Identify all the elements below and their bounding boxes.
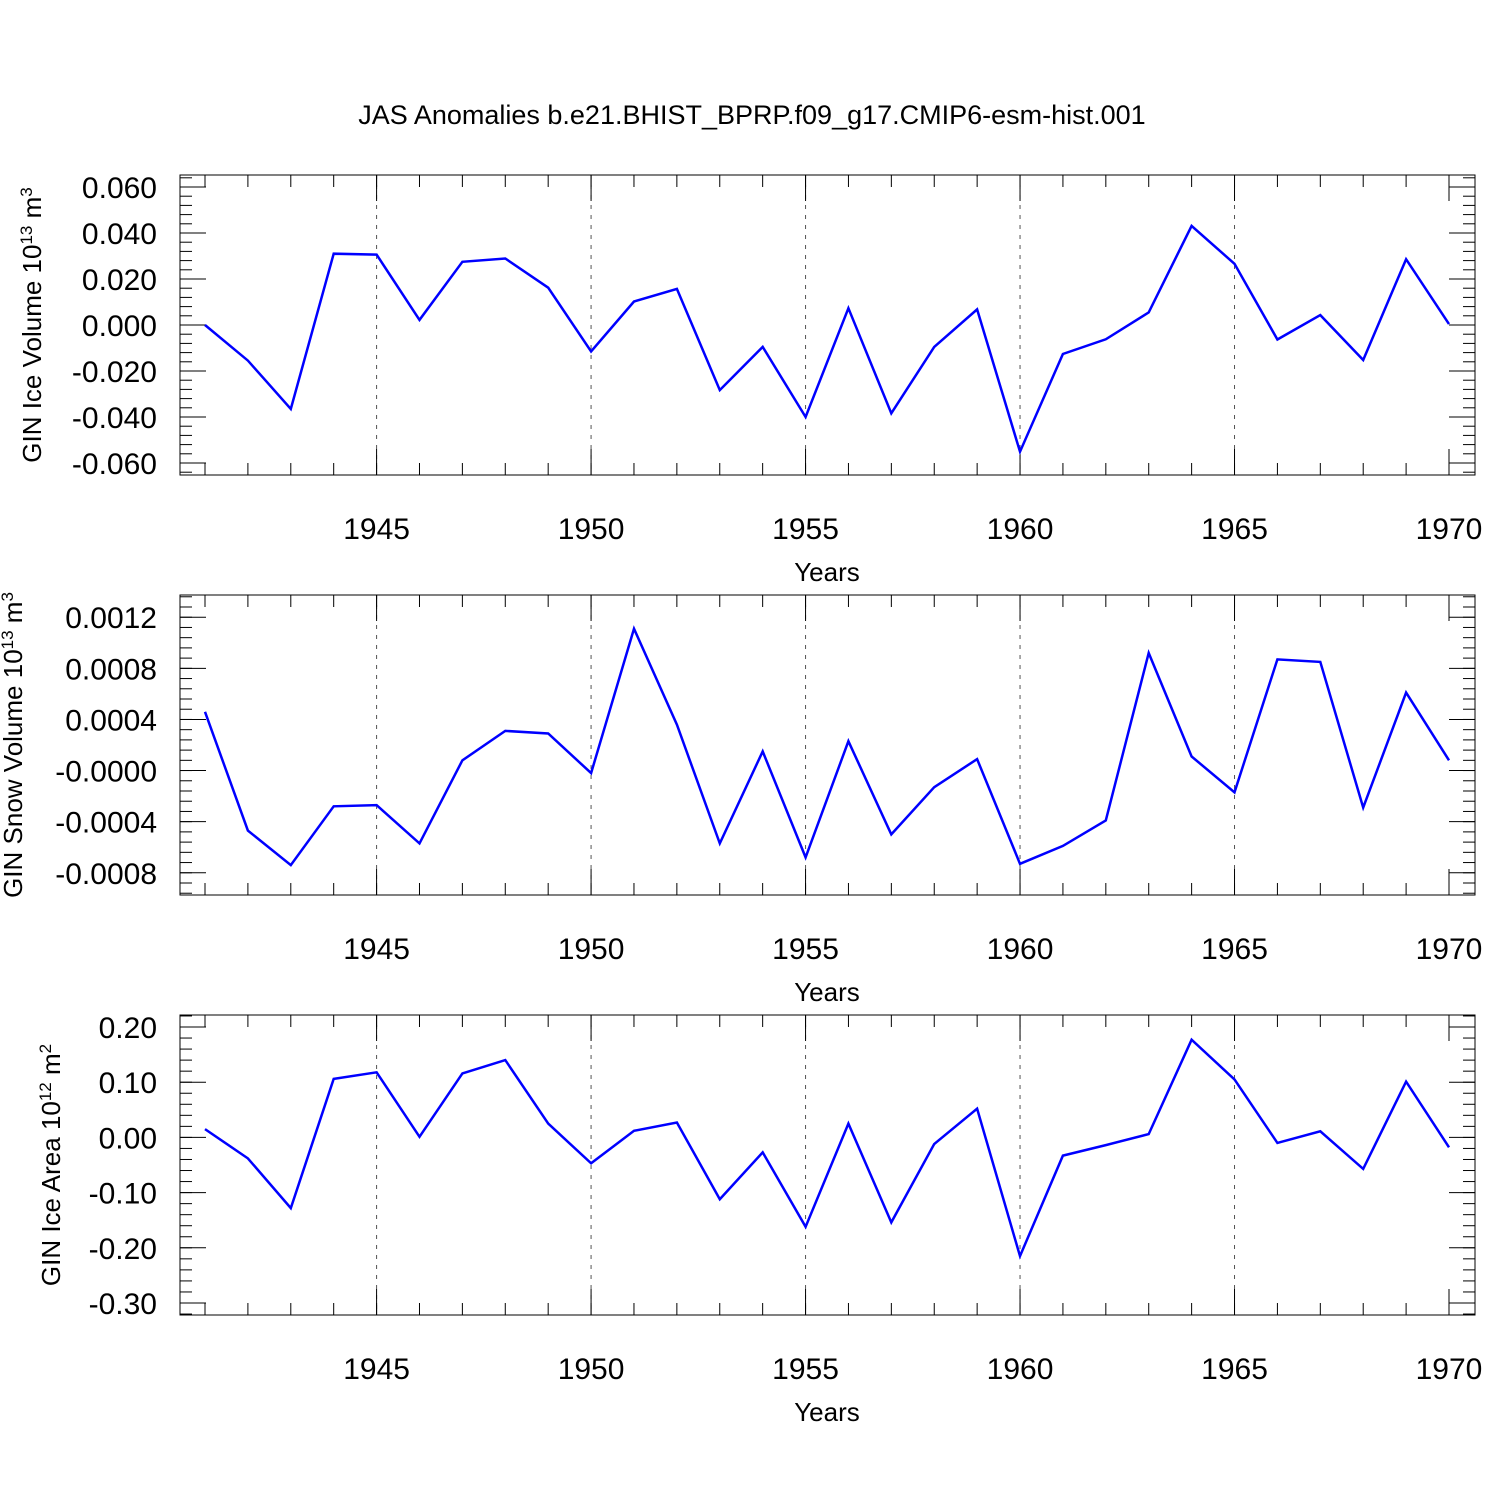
y-tick-label: -0.020 <box>72 356 157 389</box>
y-tick-label: -0.0004 <box>55 807 157 840</box>
y-axis-title: GIN Ice Volume 1013 m3 <box>17 187 48 463</box>
x-tick-label: 1950 <box>558 1353 625 1386</box>
x-tick-label: 1960 <box>987 1353 1054 1386</box>
series-line <box>203 625 1451 867</box>
x-tick-label: 1955 <box>772 933 839 966</box>
plot-frame <box>179 594 1476 896</box>
x-tick-label: 1970 <box>1416 933 1483 966</box>
y-tick-label: 0.0008 <box>65 653 157 686</box>
y-tick-label: 0.060 <box>82 172 157 205</box>
x-tick-label: 1970 <box>1416 513 1483 546</box>
y-tick-label: 0.020 <box>82 264 157 297</box>
x-tick-label: 1945 <box>343 513 410 546</box>
x-tick-label: 1955 <box>772 1353 839 1386</box>
chart-title: JAS Anomalies b.e21.BHIST_BPRP.f09_g17.C… <box>358 100 1145 130</box>
x-tick-label: 1945 <box>343 933 410 966</box>
x-tick-label: 1950 <box>558 933 625 966</box>
y-tick-label: -0.0008 <box>55 858 157 891</box>
y-tick-label: 0.0004 <box>65 704 157 737</box>
x-tick-label: 1965 <box>1201 933 1268 966</box>
x-tick-label: 1965 <box>1201 1353 1268 1386</box>
x-tick-label: 1965 <box>1201 513 1268 546</box>
series-line <box>204 223 1451 456</box>
panels: 1945 1950 1955 1960 1965 1970 Years 0.060 0.040 0… <box>0 172 1482 1427</box>
y-tick-label: 0.10 <box>99 1067 157 1100</box>
y-axis-title: GIN Ice Area 1012 m2 <box>36 1044 67 1286</box>
y-tick-label: -0.0000 <box>55 756 157 789</box>
series-line <box>204 1037 1451 1260</box>
y-tick-label: -0.040 <box>72 402 157 435</box>
panel-1: 1945 1950 1955 1960 1965 1970 Years 0.060 0.040 0… <box>17 172 1483 587</box>
panel-3: 1945 1950 1955 1960 1965 1970 Years 0.20 0.10 0.0… <box>36 1012 1483 1427</box>
panel-2: 1945 1950 1955 1960 1965 1970 Years 0.0012 0.000… <box>0 592 1482 1007</box>
x-tick-label: 1955 <box>772 513 839 546</box>
y-tick-label: -0.10 <box>89 1178 157 1211</box>
y-tick-label: -0.20 <box>89 1233 157 1266</box>
x-axis-title: Years <box>794 1397 860 1427</box>
y-tick-label: -0.060 <box>72 448 157 481</box>
x-tick-label: 1960 <box>987 513 1054 546</box>
y-axis-title: GIN Snow Volume 1013 m3 <box>0 592 28 898</box>
y-tick-label: 0.00 <box>99 1122 157 1155</box>
plot-frame <box>179 1014 1476 1316</box>
x-axis-title: Years <box>794 977 860 1007</box>
y-tick-label: 0.040 <box>82 218 157 251</box>
x-tick-label: 1970 <box>1416 1353 1483 1386</box>
x-tick-label: 1945 <box>343 1353 410 1386</box>
x-tick-label: 1960 <box>987 933 1054 966</box>
x-tick-label: 1950 <box>558 513 625 546</box>
plot-frame <box>179 174 1476 476</box>
y-tick-label: -0.30 <box>89 1288 157 1321</box>
y-tick-label: 0.0012 <box>65 602 157 635</box>
y-tick-label: 0.20 <box>99 1012 157 1045</box>
x-axis-title: Years <box>794 557 860 587</box>
y-tick-label: 0.000 <box>82 310 157 343</box>
